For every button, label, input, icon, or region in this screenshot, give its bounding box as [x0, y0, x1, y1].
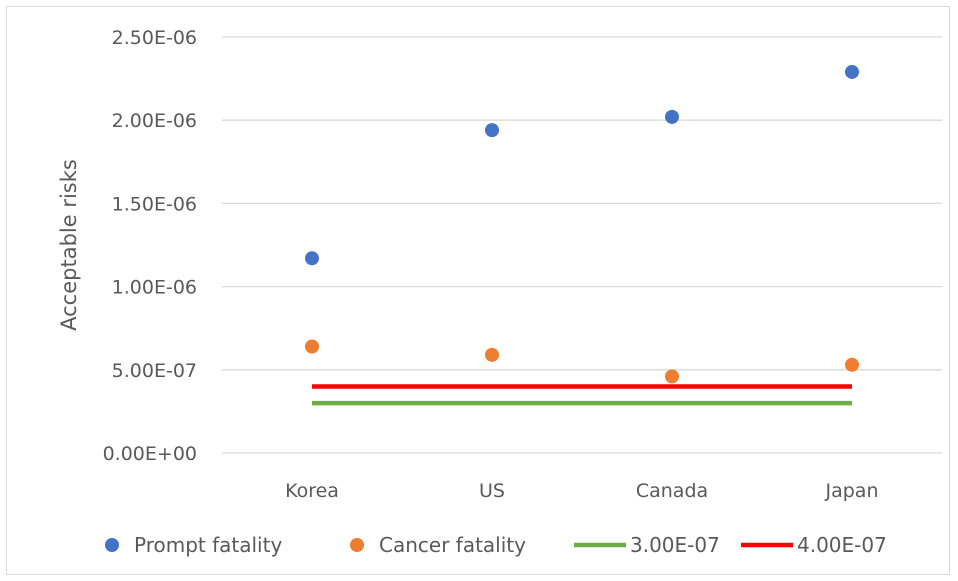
data-series — [305, 64, 859, 406]
legend-item: 3.00E-07 — [574, 533, 720, 557]
y-axis-ticks: 0.00E+00 5.00E-07 1.00E-06 1.50E-06 2.00E-06… — [103, 27, 197, 465]
y-tick-label: 1.50E-06 — [112, 193, 197, 215]
data-point — [305, 339, 319, 354]
x-axis-ticks: Korea US Canada Japan — [285, 480, 878, 502]
gridlines — [222, 36, 942, 454]
legend-label: Cancer fatality — [379, 533, 526, 557]
chart-frame — [6, 6, 950, 575]
x-tick-label: US — [479, 480, 505, 502]
data-point — [665, 369, 679, 384]
x-tick-label: Canada — [636, 480, 708, 502]
legend-label: Prompt fatality — [134, 533, 282, 557]
legend-label: 4.00E-07 — [797, 533, 887, 557]
data-point — [845, 357, 859, 372]
y-tick-label: 2.50E-06 — [112, 27, 197, 49]
y-tick-label: 0.00E+00 — [103, 443, 197, 465]
legend-marker-swatch — [350, 538, 364, 552]
data-point — [845, 64, 859, 79]
legend-item: Prompt fatality — [105, 533, 282, 557]
y-tick-label: 1.00E-06 — [112, 277, 197, 299]
x-tick-label: Japan — [825, 480, 879, 502]
legend-marker-swatch — [105, 538, 119, 552]
y-tick-label: 5.00E-07 — [112, 360, 197, 382]
data-point — [305, 251, 319, 266]
legend: Prompt fatality Cancer fatality 3.00E-07 4.… — [105, 533, 887, 557]
y-axis-label: Acceptable risks — [57, 159, 81, 331]
data-point — [485, 123, 499, 138]
legend-item: 4.00E-07 — [741, 533, 887, 557]
legend-item: Cancer fatality — [350, 533, 526, 557]
y-tick-label: 2.00E-06 — [112, 110, 197, 132]
data-point — [665, 109, 679, 124]
legend-label: 3.00E-07 — [630, 533, 720, 557]
data-point — [485, 347, 499, 362]
x-tick-label: Korea — [285, 480, 339, 502]
